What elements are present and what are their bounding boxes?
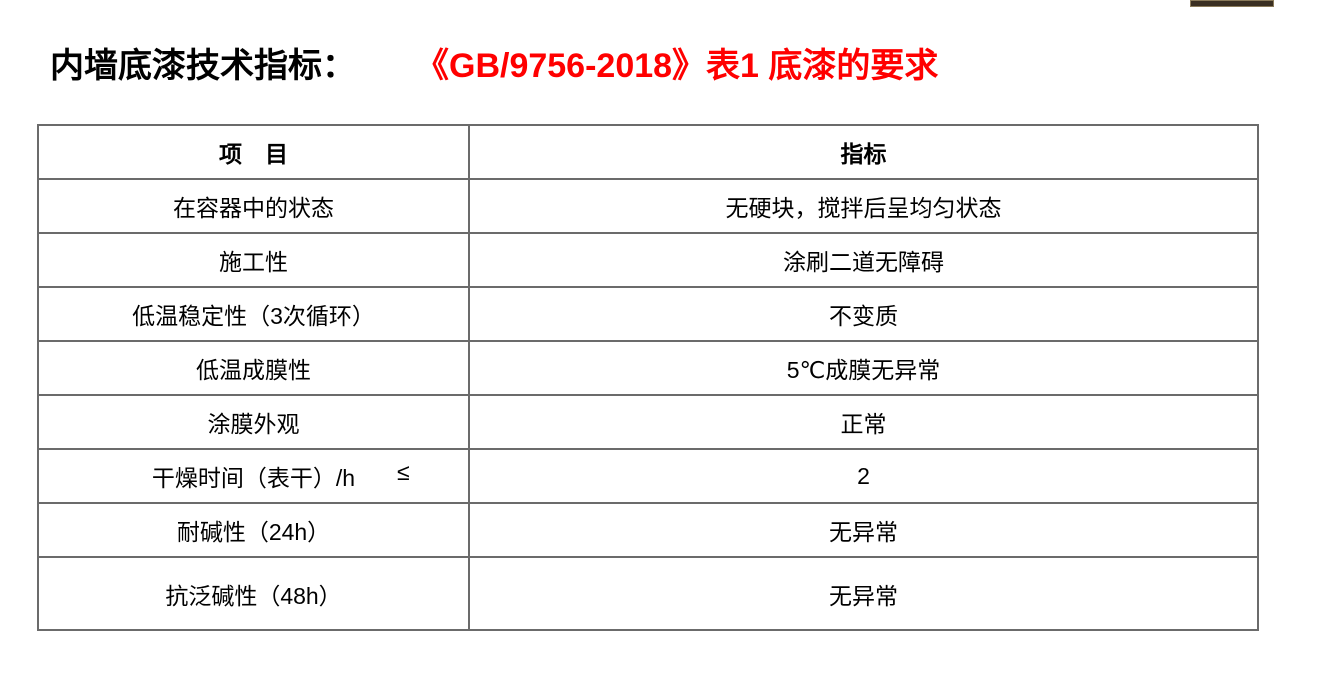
row-item: 低温成膜性 [37,340,470,396]
header-item: 项 目 [37,124,470,180]
table-row: 低温成膜性 5℃成膜无异常 [37,340,1259,396]
row-item: 低温稳定性（3次循环） [37,286,470,342]
table-row: 抗泛碱性（48h） 无异常 [37,556,1259,631]
row-item-cell: 干燥时间（表干）/h ≤ [37,448,470,504]
row-item: 在容器中的状态 [37,178,470,234]
row-item: 干燥时间（表干）/h [151,465,356,491]
row-qualifier: ≤ [397,459,410,485]
row-value: 无异常 [468,502,1259,558]
row-value: 5℃成膜无异常 [468,340,1259,396]
row-value: 无硬块，搅拌后呈均匀状态 [468,178,1259,234]
table-header: 项 目 指标 [37,124,1259,180]
table-row: 干燥时间（表干）/h ≤2 [37,448,1259,504]
spec-table: 项 目 指标 在容器中的状态 无硬块，搅拌后呈均匀状态 施工性 涂刷二道无障碍 低温… [37,124,1259,631]
row-item: 施工性 [37,232,470,288]
table-row: 施工性 涂刷二道无障碍 [37,232,1259,288]
row-value: 涂刷二道无障碍 [468,232,1259,288]
table-row: 耐碱性（24h） 无异常 [37,502,1259,558]
row-value: 不变质 [468,286,1259,342]
table-row: 涂膜外观 正常 [37,394,1259,450]
header-value: 指标 [468,124,1259,180]
row-value: 2 [468,448,1259,504]
logo-badge [1190,0,1274,7]
page-title: 内墙底漆技术指标： 《GB/9756-2018》表1 底漆的要求 [50,38,938,87]
row-value: 无异常 [468,556,1259,631]
table-row: 在容器中的状态 无硬块，搅拌后呈均匀状态 [37,178,1259,234]
row-item: 耐碱性（24h） [37,502,470,558]
title-standard: 《GB/9756-2018》表1 底漆的要求 [415,47,939,85]
title-prefix: 内墙底漆技术指标： [50,47,356,85]
row-item: 涂膜外观 [37,394,470,450]
row-value: 正常 [468,394,1259,450]
row-item: 抗泛碱性（48h） [37,556,470,631]
table-row: 低温稳定性（3次循环） 不变质 [37,286,1259,342]
